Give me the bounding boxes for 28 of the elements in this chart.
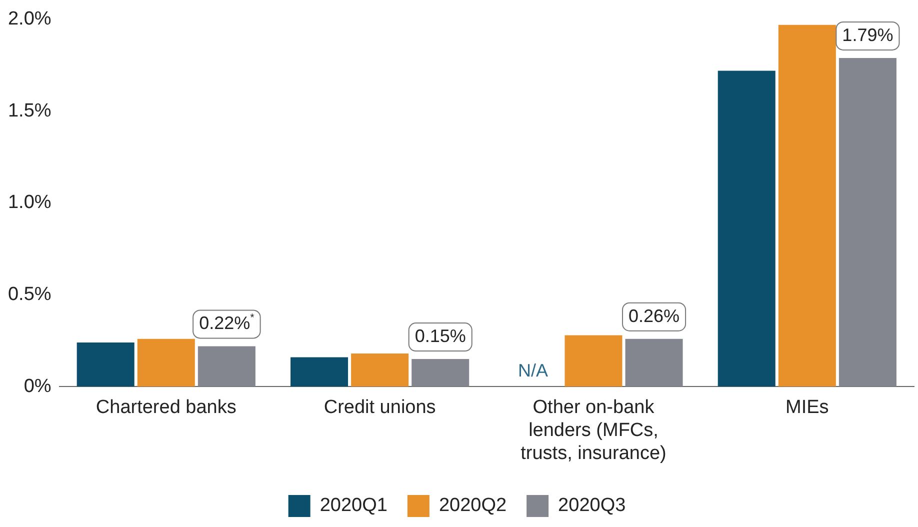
bar — [198, 346, 256, 387]
bar — [137, 338, 195, 387]
y-tick-label: 2.0% — [8, 8, 52, 30]
annotation: N/A — [518, 360, 548, 381]
bar — [778, 24, 836, 387]
legend-label: 2020Q1 — [320, 495, 388, 516]
legend-label: 2020Q3 — [558, 495, 626, 516]
data-label: 0.26% — [628, 306, 680, 326]
data-label: 1.79% — [842, 24, 894, 45]
legend-label: 2020Q2 — [438, 495, 507, 516]
y-tick-label: 0.5% — [8, 284, 52, 306]
bar — [351, 354, 409, 387]
bar — [564, 335, 622, 387]
x-tick-label: MIEs — [786, 397, 829, 418]
bar — [625, 338, 683, 387]
y-tick-label: 1.0% — [8, 192, 52, 214]
x-tick-label: Credit unions — [324, 397, 436, 418]
bar — [76, 342, 134, 387]
bar — [718, 70, 776, 387]
data-label: 0.15% — [414, 326, 466, 346]
x-tick-label: Chartered banks — [96, 397, 236, 418]
bar — [290, 357, 348, 387]
y-tick-label: 0% — [24, 376, 52, 397]
y-tick-label: 1.5% — [8, 100, 52, 122]
bar — [412, 359, 470, 387]
data-label: 0.22%* — [199, 312, 256, 334]
bar — [838, 58, 896, 387]
x-tick-label: Other on-bank lenders (MFCs, trusts, insurance) — [520, 397, 666, 464]
